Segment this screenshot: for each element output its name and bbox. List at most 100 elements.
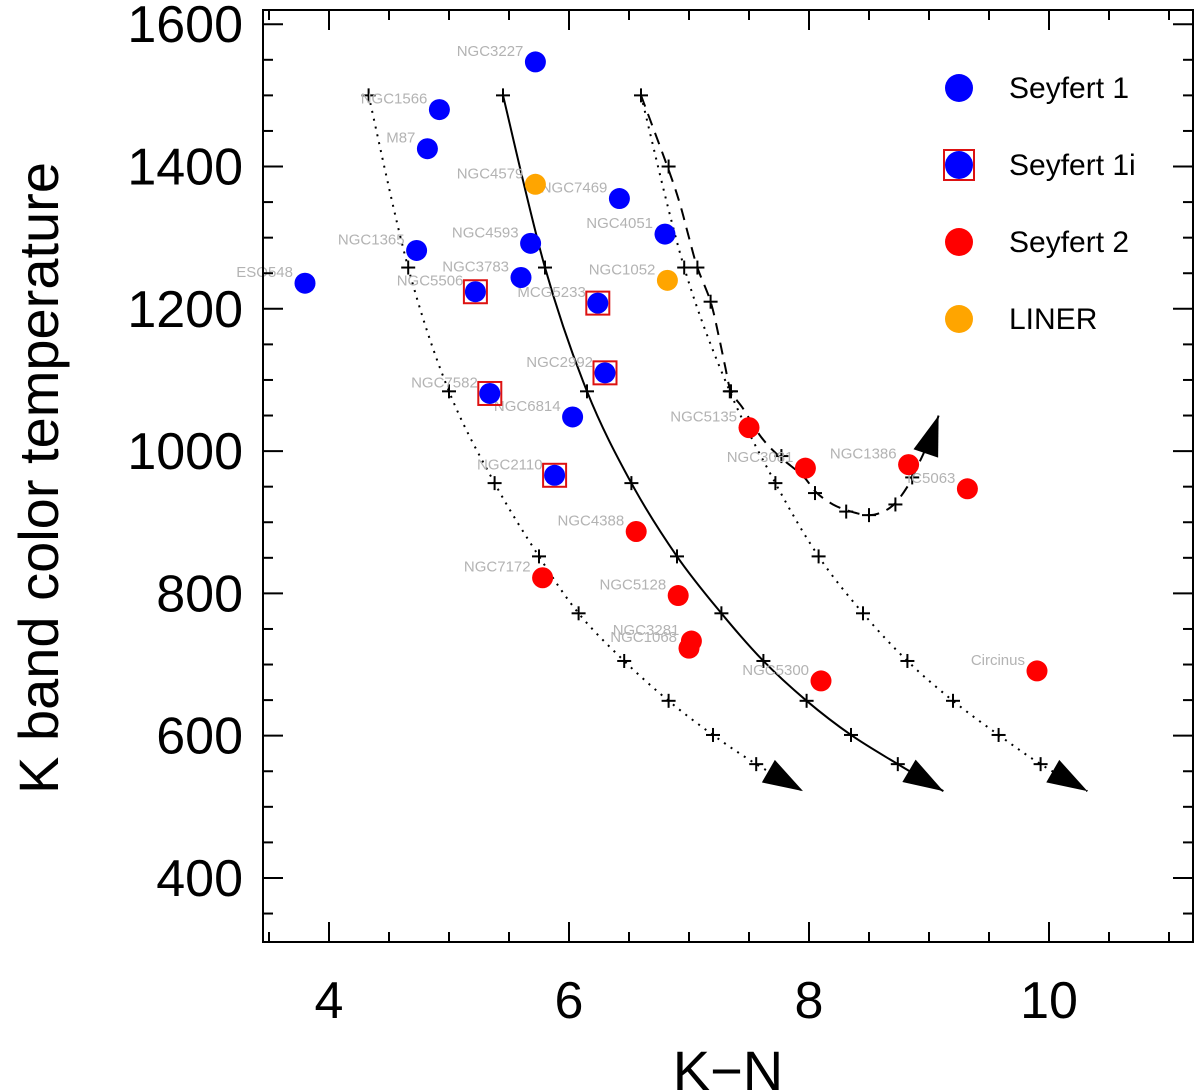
y-tick-label: 1000 (127, 423, 243, 481)
y-tick-label: 1600 (127, 0, 243, 54)
point-marker (532, 567, 554, 589)
arrow-head (913, 415, 939, 458)
legend-box (943, 149, 975, 181)
point-label: NGC2110 (477, 456, 543, 473)
point-seyfert1 (562, 406, 584, 428)
point-seyfert1 (608, 188, 630, 210)
point-label: NGC7172 (464, 559, 531, 576)
axes: 4 6 8 10 400 600 800 1000 1200 1400 1600 (127, 0, 1194, 1030)
y-tick-label: 1400 (127, 139, 243, 197)
point-marker (510, 267, 532, 289)
y-tick-label: 600 (156, 708, 243, 766)
x-axis-title: K−N (673, 1039, 784, 1092)
x-tick-label: 6 (555, 972, 584, 1030)
legend: Seyfert 1 Seyfert 1i Seyfert 2 LINER (943, 72, 1136, 336)
point-seyfert1i (542, 462, 568, 488)
point-marker (656, 269, 678, 291)
legend-marker (945, 305, 973, 333)
track-dotted (361, 88, 804, 793)
point-seyfert1 (520, 232, 542, 254)
intermediate-box (542, 462, 568, 488)
point-label: Circinus (971, 652, 1025, 669)
intermediate-box (477, 380, 503, 406)
arrow-head (902, 759, 944, 792)
point-label: NGC5128 (599, 577, 666, 594)
legend-marker (945, 74, 973, 102)
point-marker (898, 454, 920, 476)
legend-entry-seyfert1: Seyfert 1 (945, 72, 1129, 105)
point-seyfert2 (1026, 660, 1048, 682)
point-label: NGC2992 (526, 354, 593, 371)
point-marker (625, 520, 647, 542)
point-label: M87 (386, 130, 415, 147)
legend-entry-seyfert1i: Seyfert 1i (943, 149, 1136, 182)
point-seyfert1 (428, 99, 450, 121)
point-label: NGC1566 (361, 91, 428, 108)
point-label: NGC5135 (670, 409, 737, 426)
point-marker (594, 362, 616, 384)
point-marker (428, 99, 450, 121)
point-seyfert1 (524, 51, 546, 73)
point-label: NGC3783 (442, 259, 509, 276)
point-marker (562, 406, 584, 428)
legend-entry-liner: LINER (945, 303, 1097, 336)
track-line (640, 95, 940, 517)
point-marker (654, 223, 676, 245)
legend-label: Seyfert 1i (1009, 149, 1136, 182)
point-marker (406, 239, 428, 261)
point-seyfert1i (477, 380, 503, 406)
point-label: NGC1365 (338, 231, 405, 248)
point-marker (479, 382, 501, 404)
arrow-head (761, 759, 803, 792)
legend-label: LINER (1009, 303, 1097, 336)
point-label: NGC3281 (613, 622, 680, 639)
point-liner (524, 173, 546, 195)
point-label: MCG5233 (517, 284, 585, 301)
point-marker (294, 272, 316, 294)
point-seyfert2 (678, 637, 700, 659)
legend-label: Seyfert 1 (1009, 72, 1129, 105)
plot-frame (262, 9, 1194, 943)
point-label: NGC4051 (586, 215, 653, 232)
point-marker (678, 637, 700, 659)
point-marker (956, 478, 978, 500)
point-seyfert2 (625, 520, 647, 542)
legend-entry-seyfert2: Seyfert 2 (945, 226, 1129, 259)
point-marker (738, 417, 760, 439)
point-marker (1026, 660, 1048, 682)
point-seyfert1i (585, 290, 611, 316)
data-points (294, 51, 1048, 692)
point-marker (587, 292, 609, 314)
track-line (640, 95, 1088, 793)
y-tick-label: 1200 (127, 281, 243, 339)
point-marker (608, 188, 630, 210)
legend-marker (945, 151, 973, 179)
point-label: NGC4579 (457, 165, 524, 182)
point-marker (524, 173, 546, 195)
point-label: NGC5506 (397, 273, 464, 290)
point-seyfert2 (898, 454, 920, 476)
arrow-head (1046, 759, 1088, 792)
point-marker (810, 670, 832, 692)
point-labels: NGC3227 NGC1566 M87 NGC4579 NGC7469 NGC4051 NG… (236, 43, 1025, 679)
track-dotted (634, 88, 1088, 793)
intermediate-box (462, 279, 488, 305)
legend-label: Seyfert 2 (1009, 226, 1129, 259)
point-marker (544, 464, 566, 486)
x-tick-label: 8 (795, 972, 824, 1030)
point-marker (416, 138, 438, 160)
point-seyfert2 (738, 417, 760, 439)
point-label: NGC1052 (589, 261, 656, 278)
point-label: NGC4388 (557, 512, 624, 529)
point-seyfert1 (294, 272, 316, 294)
track-solid (496, 88, 944, 793)
point-label: NGC1386 (830, 446, 897, 463)
point-label: NGC4593 (452, 224, 519, 241)
point-label: NGC6814 (494, 398, 561, 415)
point-label: IC5063 (907, 470, 955, 487)
point-seyfert2 (532, 567, 554, 589)
point-seyfert1i (592, 360, 618, 386)
y-tick-label: 800 (156, 565, 243, 623)
point-seyfert1 (406, 239, 428, 261)
